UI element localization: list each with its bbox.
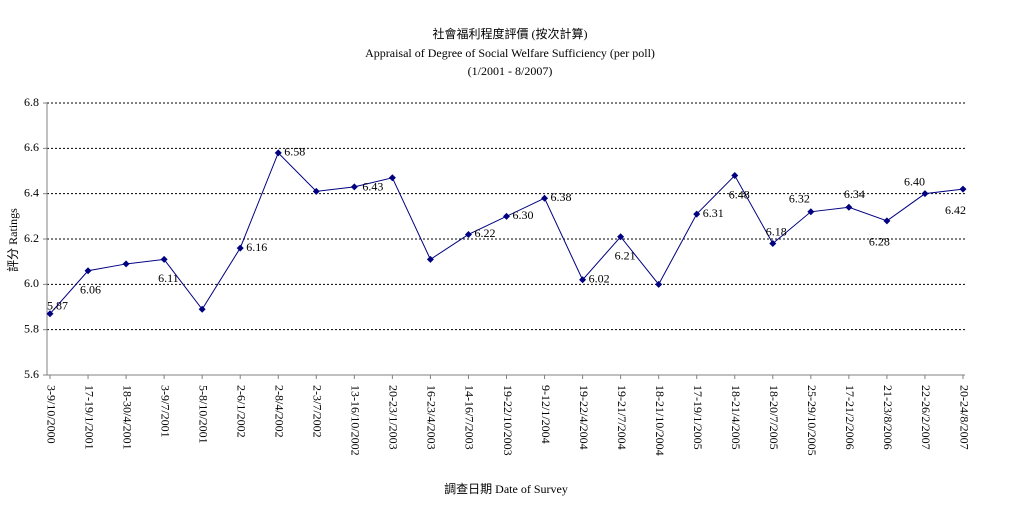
x-tick-label: 19-21/7/2004	[615, 385, 629, 450]
data-label: 6.48	[729, 187, 750, 201]
data-label: 6.02	[589, 272, 610, 286]
data-point	[845, 203, 853, 211]
data-label: 6.28	[869, 235, 890, 249]
data-point	[84, 267, 92, 275]
data-label: 6.32	[789, 192, 810, 206]
data-point	[921, 190, 929, 198]
data-point	[883, 217, 891, 225]
x-tick-label: 5-8/10/2001	[196, 385, 210, 444]
y-tick-label: 6.2	[24, 231, 39, 245]
data-point	[198, 305, 206, 313]
x-tick-label: 20-24/8/2007	[957, 385, 971, 450]
x-tick-label: 19-22/4/2004	[577, 385, 591, 450]
x-tick-label: 21-23/8/2006	[881, 385, 895, 450]
data-point	[655, 280, 663, 288]
x-tick-label: 22-26/2/2007	[919, 385, 933, 450]
data-point	[236, 244, 244, 252]
data-label: 6.21	[615, 248, 636, 262]
data-point	[617, 233, 625, 241]
data-point	[160, 255, 168, 263]
data-point	[769, 240, 777, 248]
data-label: 5.87	[47, 299, 68, 313]
y-tick-label: 6.8	[24, 95, 39, 109]
x-tick-label: 13-16/10/2002	[349, 385, 363, 456]
x-tick-label: 18-21/4/2005	[729, 385, 743, 450]
x-tick-label: 2-3/7/2002	[311, 385, 325, 438]
data-point	[426, 255, 434, 263]
x-tick-label: 16-23/4/2003	[425, 385, 439, 450]
x-tick-label: 17-21/2/2006	[843, 385, 857, 450]
data-label: 6.43	[362, 180, 383, 194]
data-label: 6.40	[904, 174, 925, 188]
data-point	[541, 194, 549, 202]
data-point	[464, 230, 472, 238]
x-tick-label: 17-19/1/2005	[691, 385, 705, 450]
x-tick-label: 2-6/1/2002	[234, 385, 248, 438]
data-point	[503, 212, 510, 220]
y-tick-label: 5.6	[24, 367, 39, 381]
data-point	[274, 149, 282, 157]
data-label: 6.18	[766, 224, 787, 238]
x-tick-label: 18-20/7/2005	[767, 385, 781, 450]
data-label: 6.30	[513, 208, 534, 222]
x-tick-label: 18-21/10/2004	[653, 385, 667, 456]
y-axis-label: 評分 Ratings	[5, 208, 20, 272]
y-tick-label: 6.0	[24, 276, 39, 290]
chart-title: 社會福利程度評價 (按次計算)	[433, 26, 588, 41]
x-tick-label: 19-22/10/2003	[501, 385, 515, 456]
data-point	[807, 208, 815, 216]
x-tick-label: 3-9/10/2000	[44, 385, 58, 444]
data-point	[693, 210, 701, 218]
y-tick-label: 5.8	[24, 321, 39, 335]
data-label: 6.22	[474, 226, 495, 240]
x-tick-label: 2-8/4/2002	[273, 385, 287, 438]
data-point	[388, 174, 396, 182]
y-tick-label: 6.6	[24, 140, 39, 154]
x-tick-label: 9-12/1/2004	[539, 385, 553, 444]
data-label: 6.58	[284, 145, 305, 159]
data-point	[959, 185, 967, 193]
data-point	[579, 276, 587, 284]
x-tick-label: 17-19/1/2001	[82, 385, 96, 450]
series-line	[49, 151, 964, 315]
x-tick-label: 20-23/1/2003	[387, 385, 401, 450]
data-point	[350, 183, 358, 191]
data-label: 6.42	[945, 203, 966, 217]
data-label: 6.31	[703, 206, 724, 220]
x-tick-label: 3-9/7/2001	[158, 385, 172, 438]
data-label: 6.11	[158, 271, 179, 285]
chart-period: (1/2001 - 8/2007)	[468, 64, 553, 78]
x-axis-label: 調查日期 Date of Survey	[444, 482, 568, 496]
data-point	[731, 172, 739, 180]
x-tick-label: 25-29/10/2005	[805, 385, 819, 456]
data-point	[122, 260, 130, 268]
data-label: 6.16	[246, 240, 267, 254]
chart-subtitle: Appraisal of Degree of Social Welfare Su…	[365, 46, 655, 60]
data-point	[312, 187, 320, 195]
data-label: 6.34	[844, 187, 865, 201]
data-label: 6.06	[80, 282, 101, 296]
y-tick-label: 6.4	[24, 185, 39, 199]
x-tick-label: 14-16/7/2003	[463, 385, 477, 450]
data-point	[46, 310, 54, 318]
data-label: 6.38	[551, 190, 572, 204]
x-tick-label: 18-30/4/2001	[120, 385, 134, 450]
